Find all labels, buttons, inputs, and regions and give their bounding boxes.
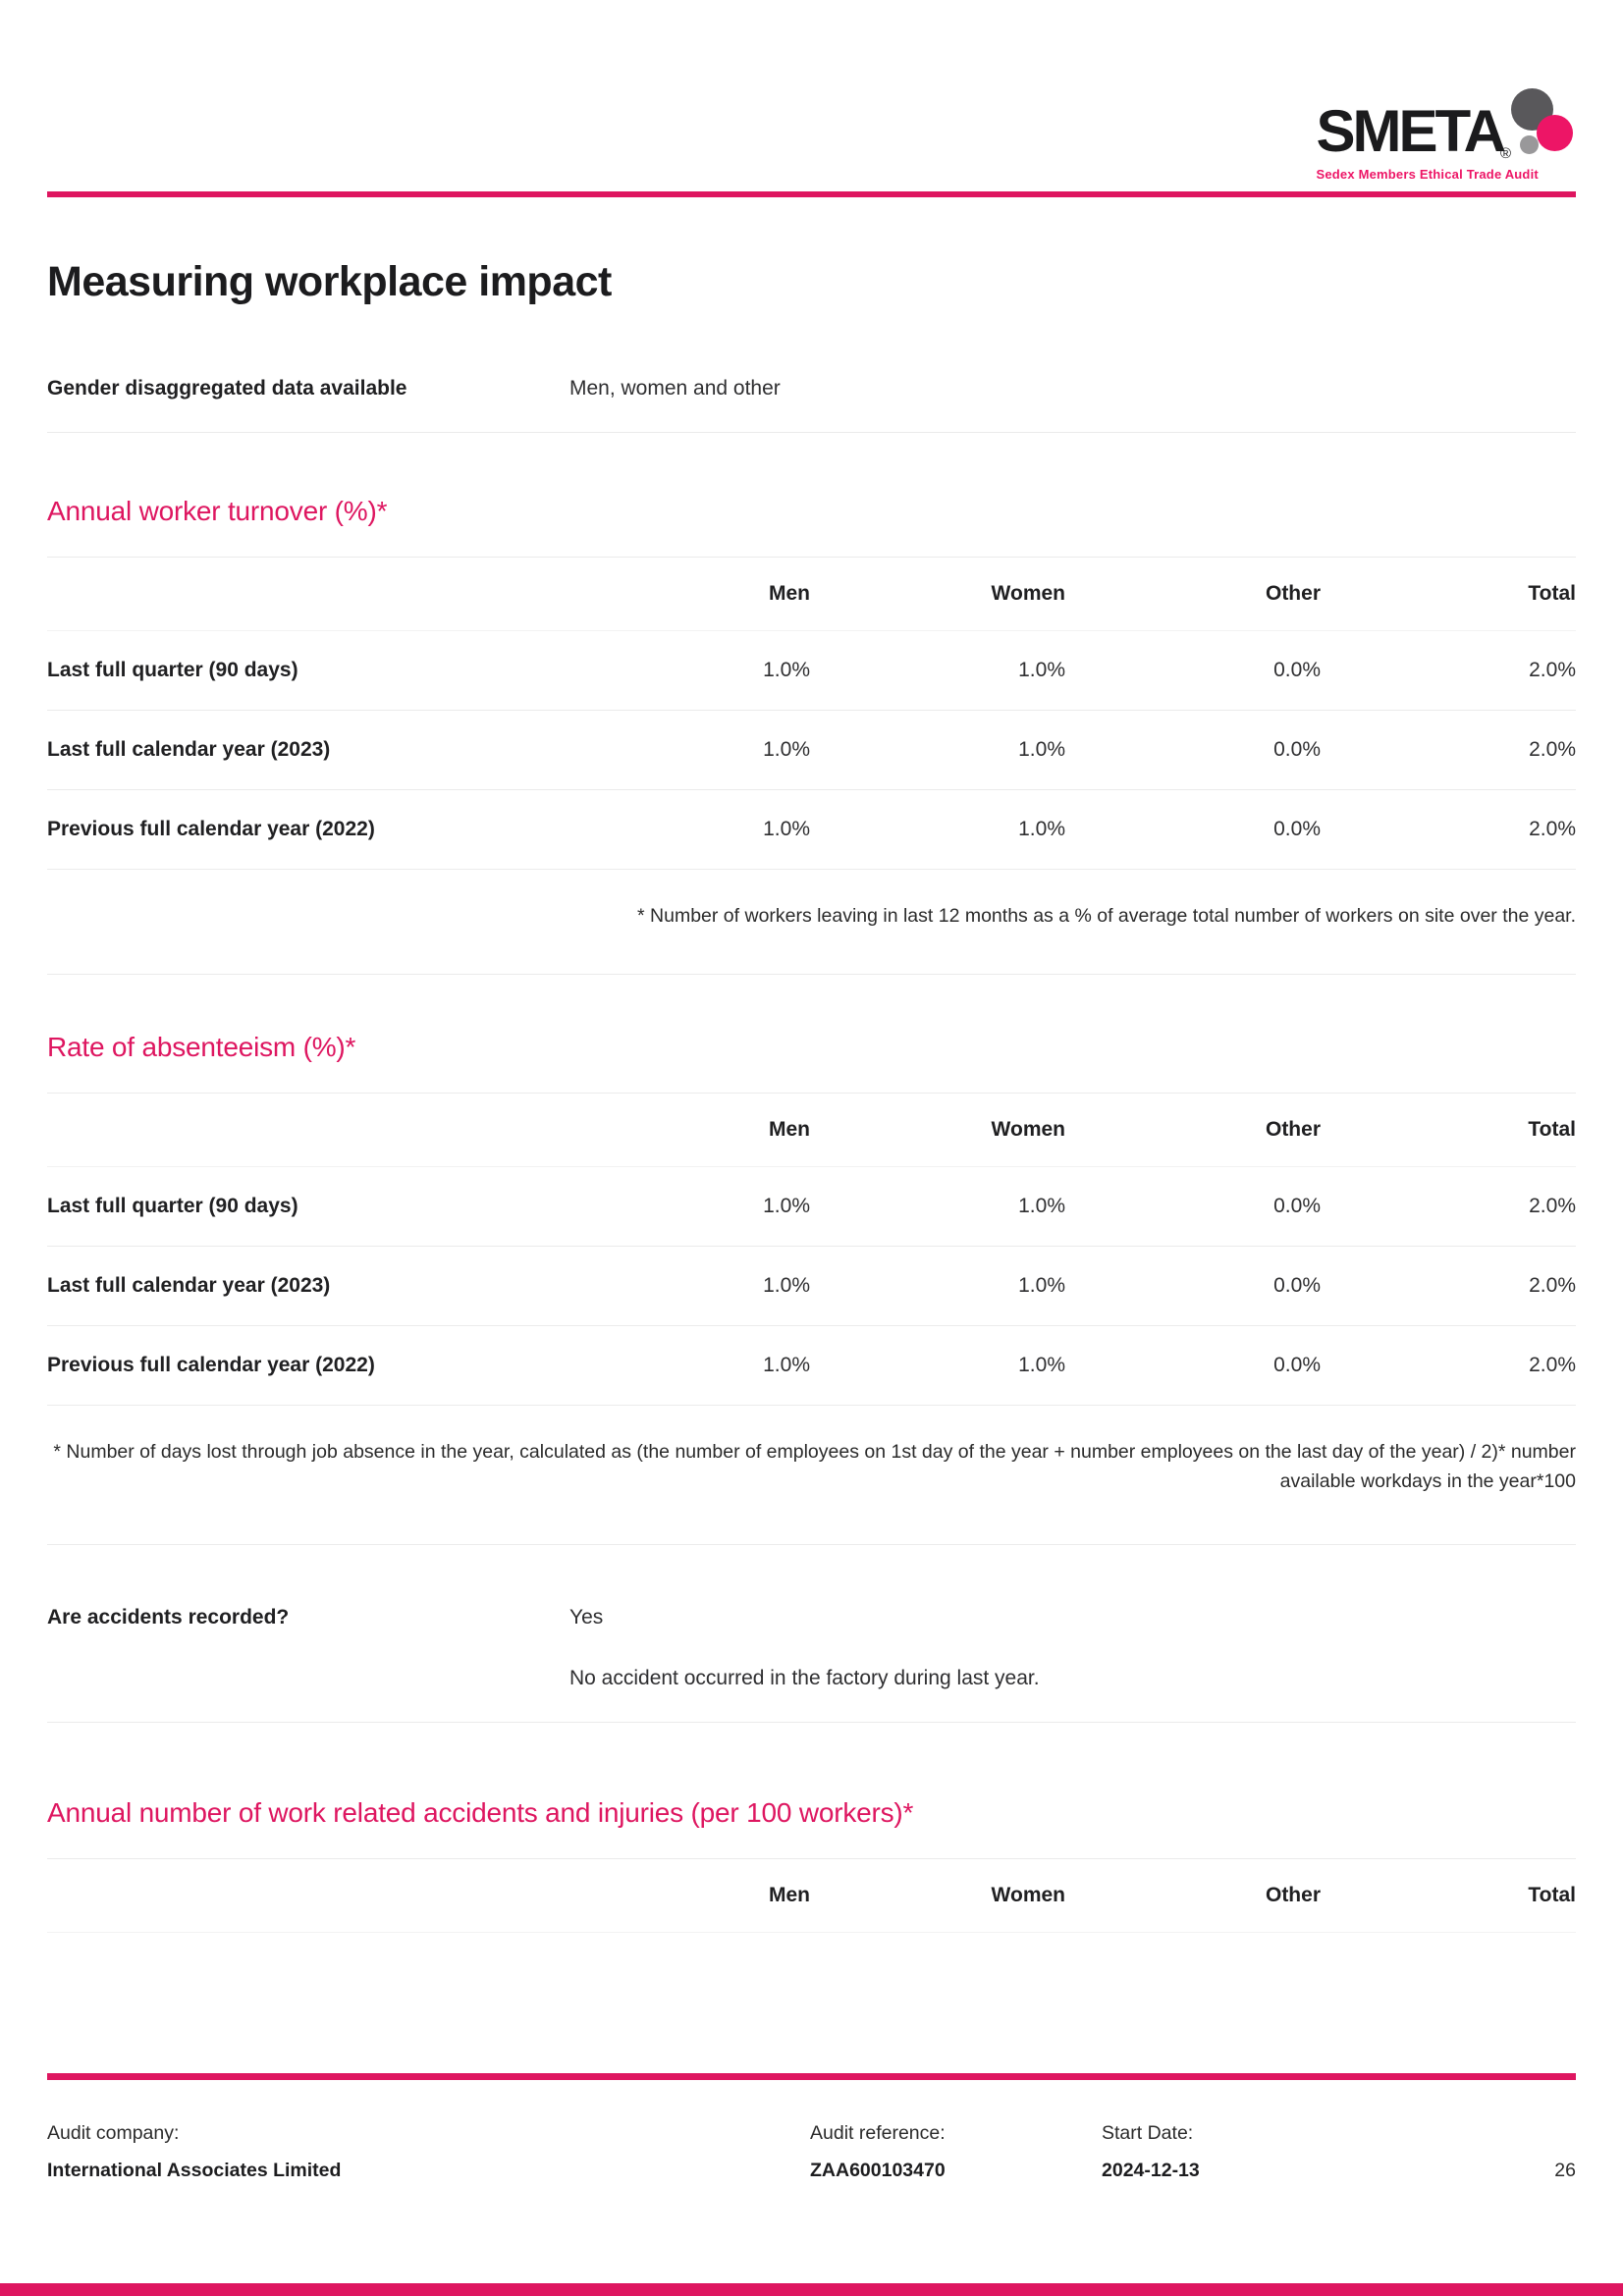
row-label: Last full calendar year (2023) bbox=[47, 1274, 331, 1298]
column-header-men: Men bbox=[769, 582, 810, 605]
footer-rule bbox=[47, 2073, 1576, 2080]
absenteeism-table: Men Women Other Total Last full quarter … bbox=[47, 1093, 1576, 1407]
absenteeism-table-header-row: Men Women Other Total bbox=[47, 1094, 1576, 1168]
cell-women: 1.0% bbox=[1018, 659, 1065, 681]
cell-women: 1.0% bbox=[1018, 1195, 1065, 1218]
column-header-men: Men bbox=[769, 1118, 810, 1142]
table-row: Last full quarter (90 days) 1.0% 1.0% 0.… bbox=[47, 631, 1576, 711]
cell-men: 1.0% bbox=[763, 1274, 810, 1298]
accidents-table-header-row: Men Women Other Total bbox=[47, 1859, 1576, 1933]
column-header-women: Women bbox=[991, 1883, 1065, 1906]
smeta-logo: SMETA ® Sedex Members Ethical Trade Audi… bbox=[1316, 88, 1576, 182]
column-header-total: Total bbox=[1528, 582, 1576, 605]
section-divider bbox=[47, 1543, 1576, 1545]
cell-other: 0.0% bbox=[1273, 659, 1321, 681]
row-label: Last full quarter (90 days) bbox=[47, 1195, 298, 1218]
cell-other: 0.0% bbox=[1273, 1195, 1321, 1218]
accidents-recorded-row: Are accidents recorded? Yes No accident … bbox=[47, 1606, 1576, 1723]
accidents-section-title: Annual number of work related accidents … bbox=[47, 1796, 914, 1828]
logo-dot-pink-icon bbox=[1537, 115, 1573, 151]
smeta-logo-subtitle: Sedex Members Ethical Trade Audit bbox=[1316, 167, 1539, 182]
cell-other: 0.0% bbox=[1273, 818, 1321, 840]
column-header-men: Men bbox=[769, 1883, 810, 1906]
row-label: Last full calendar year (2023) bbox=[47, 738, 331, 761]
column-header-other: Other bbox=[1265, 582, 1321, 605]
cell-total: 2.0% bbox=[1529, 1354, 1576, 1377]
cell-total: 2.0% bbox=[1529, 1274, 1576, 1298]
header-rule bbox=[47, 191, 1576, 197]
page-number: 26 bbox=[1554, 2160, 1576, 2181]
cell-total: 2.0% bbox=[1529, 659, 1576, 681]
cell-men: 1.0% bbox=[763, 1354, 810, 1377]
gender-data-row: Gender disaggregated data available Men,… bbox=[47, 377, 1576, 433]
table-row: Last full quarter (90 days) 1.0% 1.0% 0.… bbox=[47, 1167, 1576, 1248]
cell-men: 1.0% bbox=[763, 1195, 810, 1218]
section-divider bbox=[47, 974, 1576, 976]
footer-audit-reference: Audit reference: ZAA600103470 bbox=[810, 2122, 946, 2182]
table-row: Previous full calendar year (2022) 1.0% … bbox=[47, 1326, 1576, 1407]
column-header-women: Women bbox=[991, 1118, 1065, 1142]
logo-dot-gray-icon bbox=[1520, 135, 1539, 154]
registered-trademark-mark: ® bbox=[1499, 145, 1511, 162]
table-row: Last full calendar year (2023) 1.0% 1.0%… bbox=[47, 1247, 1576, 1327]
cell-total: 2.0% bbox=[1529, 738, 1576, 761]
cell-total: 2.0% bbox=[1529, 1195, 1576, 1218]
gender-data-value: Men, women and other bbox=[569, 377, 781, 400]
audit-company-label: Audit company: bbox=[47, 2122, 180, 2144]
cell-women: 1.0% bbox=[1018, 738, 1065, 761]
cell-men: 1.0% bbox=[763, 818, 810, 840]
header: SMETA ® Sedex Members Ethical Trade Audi… bbox=[47, 0, 1576, 182]
smeta-logo-row: SMETA ® bbox=[1316, 88, 1576, 164]
audit-reference-label: Audit reference: bbox=[810, 2122, 946, 2144]
row-label: Previous full calendar year (2022) bbox=[47, 1354, 375, 1377]
cell-women: 1.0% bbox=[1018, 1354, 1065, 1377]
row-label: Previous full calendar year (2022) bbox=[47, 818, 375, 840]
smeta-logo-dots-icon bbox=[1503, 88, 1576, 173]
turnover-table-header-row: Men Women Other Total bbox=[47, 558, 1576, 631]
accidents-table: Men Women Other Total bbox=[47, 1857, 1576, 1933]
absenteeism-section-title: Rate of absenteeism (%)* bbox=[47, 1032, 356, 1063]
page-title: Measuring workplace impact bbox=[47, 258, 612, 305]
accidents-recorded-answer: Yes bbox=[569, 1605, 604, 1629]
cell-women: 1.0% bbox=[1018, 1274, 1065, 1298]
cell-other: 0.0% bbox=[1273, 1354, 1321, 1377]
column-header-total: Total bbox=[1528, 1883, 1576, 1906]
start-date-value: 2024-12-13 bbox=[1102, 2160, 1200, 2181]
cell-men: 1.0% bbox=[763, 659, 810, 681]
footer-start-date: Start Date: 2024-12-13 bbox=[1102, 2122, 1200, 2182]
column-header-other: Other bbox=[1265, 1883, 1321, 1906]
audit-reference-value: ZAA600103470 bbox=[810, 2160, 946, 2181]
accidents-recorded-label: Are accidents recorded? bbox=[47, 1605, 290, 1629]
cell-other: 0.0% bbox=[1273, 1274, 1321, 1298]
gender-data-label: Gender disaggregated data available bbox=[47, 377, 407, 400]
cell-women: 1.0% bbox=[1018, 818, 1065, 840]
turnover-section-title: Annual worker turnover (%)* bbox=[47, 496, 388, 526]
turnover-footnote: * Number of workers leaving in last 12 m… bbox=[637, 905, 1576, 927]
accidents-recorded-value: Yes No accident occurred in the factory … bbox=[569, 1606, 1040, 1690]
column-header-total: Total bbox=[1528, 1118, 1576, 1142]
cell-men: 1.0% bbox=[763, 738, 810, 761]
start-date-label: Start Date: bbox=[1102, 2122, 1194, 2144]
accidents-note: No accident occurred in the factory duri… bbox=[569, 1666, 1040, 1689]
table-row: Last full calendar year (2023) 1.0% 1.0%… bbox=[47, 711, 1576, 790]
column-header-other: Other bbox=[1265, 1118, 1321, 1142]
smeta-logo-text: SMETA bbox=[1316, 98, 1506, 164]
bottom-bar bbox=[0, 2283, 1623, 2296]
audit-company-value: International Associates Limited bbox=[47, 2160, 342, 2181]
cell-total: 2.0% bbox=[1529, 818, 1576, 840]
turnover-table: Men Women Other Total Last full quarter … bbox=[47, 557, 1576, 870]
column-header-women: Women bbox=[991, 582, 1065, 605]
cell-other: 0.0% bbox=[1273, 738, 1321, 761]
row-label: Last full quarter (90 days) bbox=[47, 659, 298, 681]
footer-audit-company: Audit company: International Associates … bbox=[47, 2122, 341, 2182]
absenteeism-footnote: * Number of days lost through job absenc… bbox=[53, 1441, 1576, 1493]
table-row: Previous full calendar year (2022) 1.0% … bbox=[47, 790, 1576, 870]
